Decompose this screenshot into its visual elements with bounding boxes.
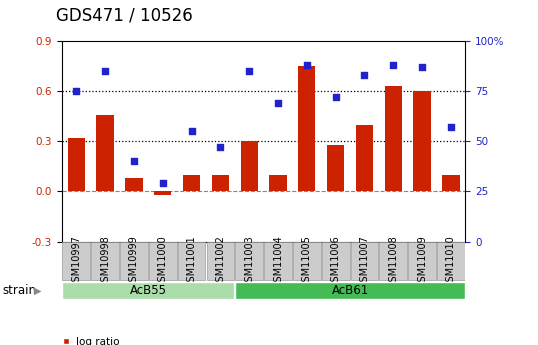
- Point: [101, 69, 109, 74]
- Point: [216, 145, 225, 150]
- Text: AcB61: AcB61: [331, 284, 369, 297]
- FancyBboxPatch shape: [351, 242, 378, 280]
- FancyBboxPatch shape: [408, 242, 436, 280]
- Point: [331, 95, 340, 100]
- FancyBboxPatch shape: [235, 242, 263, 280]
- Text: GSM11004: GSM11004: [273, 235, 283, 288]
- Bar: [327, 145, 344, 191]
- Text: strain: strain: [3, 284, 37, 297]
- FancyBboxPatch shape: [322, 242, 350, 280]
- FancyBboxPatch shape: [437, 242, 465, 280]
- Point: [418, 65, 427, 70]
- Bar: [442, 175, 459, 191]
- Bar: [154, 191, 172, 195]
- Bar: [125, 178, 143, 191]
- Bar: [68, 138, 85, 191]
- Point: [274, 101, 282, 106]
- Point: [302, 63, 311, 68]
- Point: [158, 181, 167, 186]
- Bar: [414, 91, 431, 191]
- Text: GSM11001: GSM11001: [187, 235, 196, 288]
- Point: [187, 129, 196, 134]
- Text: GSM11005: GSM11005: [302, 235, 312, 288]
- Text: GSM11003: GSM11003: [244, 235, 254, 288]
- Text: ▶: ▶: [34, 286, 41, 296]
- FancyBboxPatch shape: [178, 242, 206, 280]
- FancyBboxPatch shape: [91, 242, 119, 280]
- FancyBboxPatch shape: [293, 242, 321, 280]
- FancyBboxPatch shape: [62, 242, 90, 280]
- Point: [72, 89, 81, 94]
- Text: GSM10998: GSM10998: [100, 235, 110, 288]
- Bar: [183, 175, 200, 191]
- Point: [130, 159, 138, 164]
- Text: GSM11010: GSM11010: [446, 235, 456, 288]
- Bar: [240, 141, 258, 191]
- Text: GSM11008: GSM11008: [388, 235, 398, 288]
- Bar: [270, 175, 287, 191]
- Text: AcB55: AcB55: [130, 284, 167, 297]
- Text: GSM11002: GSM11002: [215, 235, 225, 288]
- Point: [389, 63, 398, 68]
- Point: [360, 73, 369, 78]
- Text: GSM11006: GSM11006: [331, 235, 341, 288]
- FancyBboxPatch shape: [379, 242, 407, 280]
- Text: GSM11009: GSM11009: [417, 235, 427, 288]
- Bar: [298, 66, 315, 191]
- Text: GSM10999: GSM10999: [129, 235, 139, 288]
- Text: GDS471 / 10526: GDS471 / 10526: [56, 6, 193, 24]
- Point: [245, 69, 253, 74]
- Bar: [212, 175, 229, 191]
- Bar: [96, 115, 114, 191]
- Text: GSM11007: GSM11007: [359, 235, 370, 288]
- FancyBboxPatch shape: [120, 242, 148, 280]
- Bar: [356, 125, 373, 191]
- FancyBboxPatch shape: [264, 242, 292, 280]
- Text: GSM11000: GSM11000: [158, 235, 168, 288]
- FancyBboxPatch shape: [207, 242, 234, 280]
- FancyBboxPatch shape: [62, 282, 234, 299]
- Point: [447, 125, 455, 130]
- Bar: [385, 86, 402, 191]
- FancyBboxPatch shape: [149, 242, 176, 280]
- Text: GSM10997: GSM10997: [71, 235, 81, 288]
- Legend: log ratio, percentile rank within the sample: log ratio, percentile rank within the sa…: [56, 333, 256, 345]
- FancyBboxPatch shape: [235, 282, 465, 299]
